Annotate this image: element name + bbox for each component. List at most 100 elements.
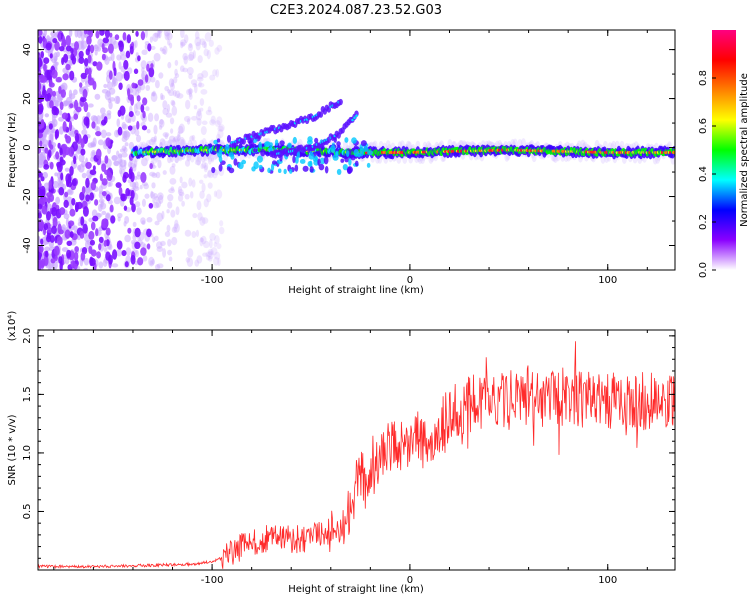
noise-blob-light	[148, 138, 156, 146]
noise-blob-light	[162, 247, 167, 258]
noise-blob-dark	[133, 68, 139, 74]
noise-blob-light	[184, 115, 191, 123]
noise-blob-dark	[47, 195, 51, 204]
noise-blob-light	[184, 229, 192, 237]
upper-branch-blob	[318, 111, 324, 118]
noise-blob-light	[154, 220, 160, 226]
noise-blob-dark	[73, 251, 79, 261]
noise-blob-light	[207, 250, 214, 260]
noise-blob-light	[169, 165, 176, 175]
noise-blob-light	[207, 255, 213, 262]
noise-blob-dark	[81, 186, 86, 195]
noise-blob-dark	[80, 97, 87, 103]
noise-blob-dark	[141, 125, 148, 131]
noise-blob-light	[153, 52, 161, 62]
noise-blob-light	[64, 167, 70, 172]
disturbed-blob	[344, 137, 349, 143]
noise-blob-light	[94, 49, 98, 56]
snr-scale-label: (x10⁴)	[7, 311, 18, 342]
noise-blob-light	[42, 171, 48, 179]
noise-blob-light	[141, 49, 148, 56]
noise-blob-dark	[47, 227, 53, 234]
noise-blob-light	[48, 267, 52, 270]
noise-blob-light	[144, 30, 148, 38]
noise-blob-light	[133, 103, 138, 114]
noise-blob-light	[178, 191, 185, 197]
noise-blob-dark	[65, 63, 71, 71]
noise-blob-light	[162, 170, 167, 175]
noise-blob-light	[213, 190, 217, 198]
noise-blob-dark	[80, 72, 87, 79]
snr-y-tick-label: 0.5	[22, 504, 33, 520]
trace-halo	[385, 140, 391, 151]
noise-blob-light	[180, 30, 185, 39]
noise-blob-light	[141, 72, 145, 81]
noise-blob-dark	[126, 34, 132, 44]
noise-blob-dark	[44, 147, 49, 154]
noise-blob-light	[116, 150, 120, 157]
noise-blob-dark	[61, 112, 69, 120]
noise-blob-light	[44, 128, 49, 135]
noise-blob-light	[113, 160, 119, 166]
noise-blob-light	[162, 107, 169, 115]
snr-frame	[37, 329, 676, 571]
noise-blob-light	[150, 76, 156, 83]
disturbed-blob	[218, 163, 223, 172]
noise-blob-light	[166, 209, 170, 214]
noise-blob-light	[82, 125, 87, 131]
spectrogram-frame	[37, 29, 676, 271]
noise-blob-dark	[137, 79, 144, 86]
noise-blob-light	[202, 240, 210, 249]
noise-blob-light	[170, 186, 175, 192]
disturbed-blob	[271, 160, 277, 165]
noise-blob-light	[151, 182, 156, 189]
noise-blob-dark	[41, 205, 48, 215]
noise-blob-dark	[55, 76, 62, 83]
noise-blob-dark	[86, 35, 92, 46]
noise-blob-light	[68, 89, 73, 99]
noise-blob-light	[105, 213, 110, 219]
noise-blob-dark	[51, 225, 57, 235]
noise-blob-dark	[40, 176, 45, 182]
noise-blob-light	[132, 125, 138, 131]
noise-blob-light	[78, 153, 85, 163]
noise-blob-light	[125, 114, 132, 124]
noise-blob-dark	[90, 181, 97, 191]
noise-blob-light	[178, 123, 185, 134]
noise-blob-light	[150, 92, 158, 103]
spectrogram-y-label: Frequency (Hz)	[7, 112, 18, 188]
disturbed-blob	[289, 168, 293, 174]
noise-blob-dark	[109, 32, 113, 38]
noise-blob-light	[166, 224, 171, 233]
noise-blob-light	[177, 125, 184, 135]
noise-blob-light	[167, 201, 173, 209]
noise-blob-dark	[68, 120, 73, 132]
noise-blob-light	[152, 236, 156, 243]
snr-y-tick-label: 2.0	[22, 328, 33, 344]
noise-blob-light	[177, 131, 181, 138]
noise-blob-light	[213, 241, 217, 248]
noise-blob-light	[192, 50, 196, 59]
noise-blob-light	[110, 51, 115, 62]
noise-blob-light	[165, 112, 173, 118]
noise-blob-light	[189, 135, 194, 142]
noise-blob-dark	[87, 54, 92, 64]
noise-blob-dark	[40, 76, 48, 83]
noise-blob-light	[202, 252, 208, 257]
noise-blob-dark	[56, 236, 63, 246]
noise-blob-dark	[59, 147, 63, 156]
noise-blob-light	[171, 163, 176, 168]
noise-blob-light	[97, 38, 104, 47]
noise-blob-light	[150, 45, 156, 50]
noise-blob-dark	[73, 263, 78, 270]
noise-blob-dark	[82, 88, 88, 99]
noise-blob-dark	[99, 30, 105, 36]
noise-blob-dark	[92, 215, 99, 222]
noise-blob-dark	[57, 31, 62, 42]
disturbed-blob	[237, 162, 244, 170]
noise-blob-light	[68, 129, 74, 136]
noise-blob-light	[102, 259, 108, 267]
noise-blob-light	[55, 196, 61, 205]
disturbed-blob	[228, 167, 235, 174]
